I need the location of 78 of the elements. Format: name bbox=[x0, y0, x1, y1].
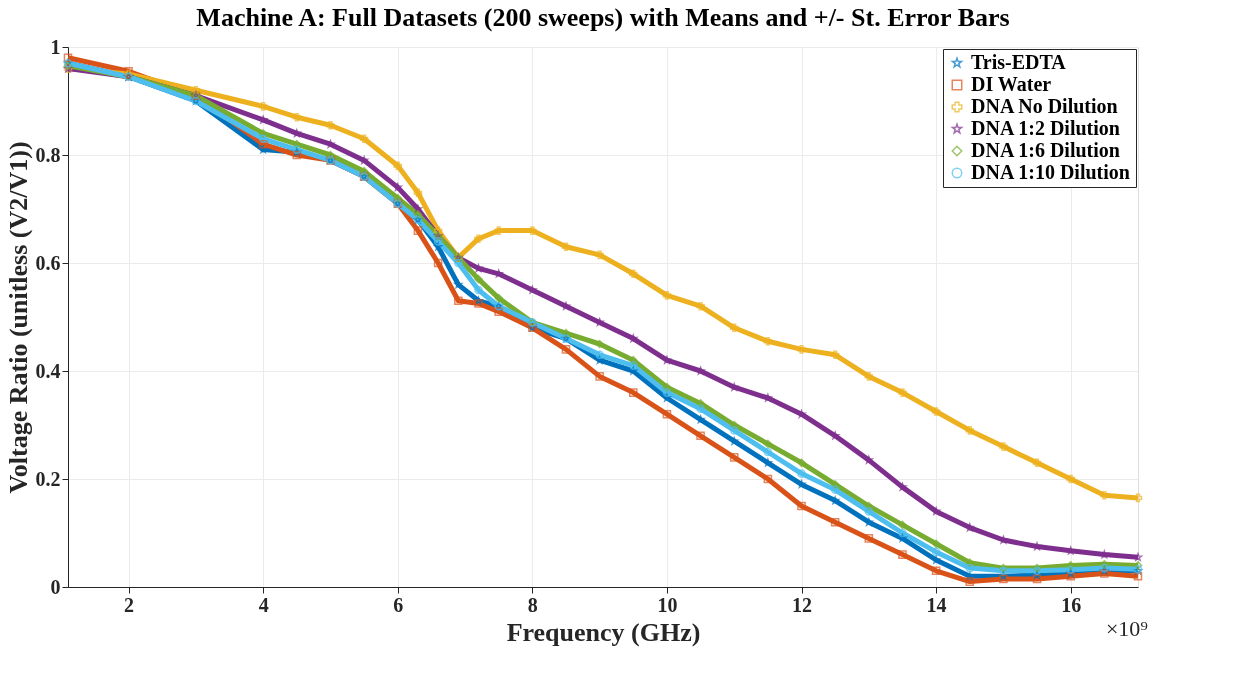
point bbox=[864, 507, 874, 516]
legend-label: Tris-EDTA bbox=[971, 51, 1067, 73]
point bbox=[1032, 458, 1042, 468]
point bbox=[561, 345, 571, 354]
point bbox=[1032, 574, 1042, 584]
point bbox=[999, 574, 1008, 584]
legend-label: DI Water bbox=[971, 73, 1052, 95]
y-tick-label: 0 bbox=[50, 575, 61, 598]
x-tick-label: 8 bbox=[527, 593, 538, 616]
point bbox=[662, 388, 672, 397]
point bbox=[931, 547, 941, 557]
point bbox=[898, 528, 907, 538]
point bbox=[1066, 571, 1075, 581]
y-axis-title: Voltage Ratio (unitless (V2/V1)) bbox=[3, 141, 33, 494]
point bbox=[474, 285, 483, 295]
point bbox=[595, 250, 604, 260]
point bbox=[797, 469, 806, 478]
point bbox=[729, 453, 739, 462]
legend-label: DNA No Dilution bbox=[971, 95, 1118, 117]
y-tick-label: 1 bbox=[50, 35, 61, 58]
point bbox=[1066, 565, 1075, 574]
point bbox=[662, 409, 672, 419]
point bbox=[830, 485, 840, 495]
point bbox=[494, 307, 503, 316]
point bbox=[629, 361, 638, 370]
point bbox=[433, 258, 443, 268]
y-tick-label: 0.2 bbox=[35, 467, 61, 490]
x-tick-label: 6 bbox=[393, 593, 404, 616]
point bbox=[1032, 570, 1042, 579]
text: ×10⁹ bbox=[1105, 616, 1149, 641]
point bbox=[830, 517, 840, 527]
point bbox=[864, 501, 874, 511]
point bbox=[454, 258, 463, 268]
point bbox=[433, 237, 443, 246]
point bbox=[1133, 571, 1143, 581]
chart-title: Machine A: Full Datasets (200 sweeps) with Means and +/- St. Error Bars bbox=[196, 3, 1010, 32]
point bbox=[1100, 560, 1109, 569]
point bbox=[63, 53, 73, 63]
y-tick-label: 0.6 bbox=[35, 251, 61, 274]
point bbox=[1066, 474, 1075, 484]
point bbox=[662, 382, 672, 392]
point bbox=[797, 501, 806, 511]
point bbox=[393, 193, 403, 203]
x-tick-label: 14 bbox=[926, 593, 947, 616]
point bbox=[931, 566, 941, 576]
point bbox=[729, 426, 739, 435]
point bbox=[595, 350, 604, 360]
x-tick-label: 2 bbox=[124, 593, 135, 616]
point bbox=[258, 139, 268, 149]
point bbox=[864, 534, 874, 543]
y-tick-label: 0.8 bbox=[35, 143, 61, 166]
point bbox=[965, 563, 975, 573]
x-tick-label: 12 bbox=[792, 593, 813, 616]
point bbox=[413, 226, 423, 235]
x-tick-label: 4 bbox=[258, 593, 269, 616]
point bbox=[763, 447, 773, 457]
point bbox=[433, 226, 443, 235]
point bbox=[474, 299, 483, 308]
legend-label: DNA 1:6 Dilution bbox=[971, 139, 1120, 161]
point bbox=[1133, 493, 1143, 503]
legend-label: DNA 1:2 Dilution bbox=[971, 117, 1120, 139]
point bbox=[965, 577, 975, 586]
y-tick-label: 0.4 bbox=[35, 359, 61, 382]
point bbox=[696, 404, 705, 414]
point bbox=[999, 571, 1008, 580]
x-tick-label: 16 bbox=[1061, 593, 1082, 616]
point bbox=[413, 188, 423, 198]
point bbox=[359, 166, 369, 176]
point bbox=[1100, 569, 1109, 578]
point bbox=[258, 134, 268, 144]
point bbox=[763, 474, 773, 484]
point bbox=[1133, 561, 1143, 570]
point bbox=[413, 210, 423, 219]
legend-label: DNA 1:10 Dilution bbox=[971, 161, 1130, 183]
point bbox=[191, 85, 201, 95]
x-tick-label: 10 bbox=[657, 593, 678, 616]
x-axis-title: Frequency (GHz) bbox=[506, 617, 701, 647]
point bbox=[292, 150, 302, 160]
